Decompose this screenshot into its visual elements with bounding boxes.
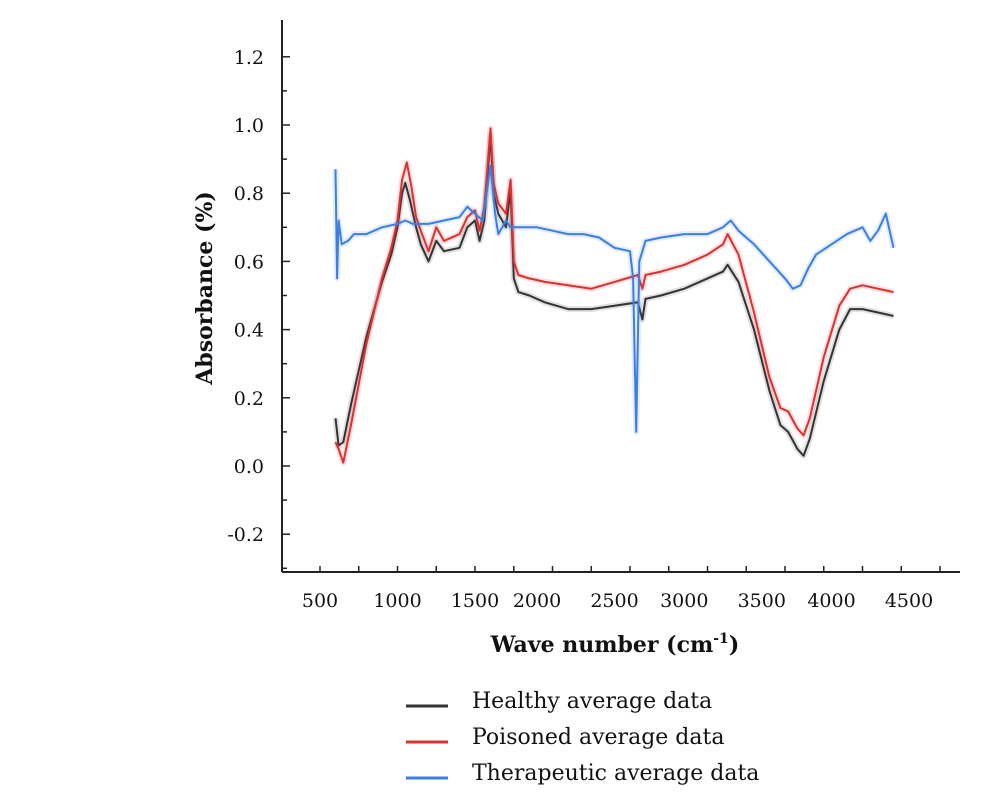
x-axis-title-superscript: -1	[713, 631, 729, 647]
x-tick-label: 4000	[807, 590, 855, 612]
x-tick-label: 2000	[513, 590, 561, 612]
x-axis-title-main: Wave number (cm	[490, 632, 713, 658]
legend-label: Healthy average data	[472, 689, 712, 714]
x-tick-label: 1000	[373, 590, 421, 612]
y-tick-label: -0.2	[227, 524, 264, 546]
y-tick-label: 0.0	[234, 456, 264, 478]
x-axis-title: Wave number (cm-1)	[490, 631, 739, 658]
y-tick-label: 0.4	[234, 320, 264, 342]
y-tick-label: 1.0	[234, 115, 264, 137]
series-error-band	[332, 162, 897, 435]
x-tick-label: 4500	[885, 590, 933, 612]
y-axis-title: Absorbance (%)	[192, 191, 218, 386]
x-tick-label: 2500	[590, 590, 638, 612]
y-tick-label: 1.2	[234, 47, 264, 69]
series-line-1	[334, 127, 894, 464]
series-lines	[332, 125, 897, 466]
x-axis-ticks: 500 1000 1500 2000 2500 3000 3500 4000 4500	[302, 566, 941, 612]
x-tick-label: 3500	[738, 590, 786, 612]
series-line-2	[334, 164, 895, 433]
y-axis-ticks: -0.2 0.0 0.2 0.4 0.6 0.8 1.0 1.2	[227, 47, 290, 570]
legend: Healthy average data Poisoned average dat…	[406, 689, 759, 786]
x-tick-label: 3000	[660, 590, 708, 612]
y-tick-label: 0.8	[234, 183, 264, 205]
x-tick-label: 500	[302, 590, 338, 612]
y-tick-label: 0.2	[234, 388, 264, 410]
y-tick-label: 0.6	[234, 251, 264, 273]
legend-label: Therapeutic average data	[472, 761, 759, 786]
legend-label: Poisoned average data	[472, 725, 724, 750]
series-error-band	[332, 125, 895, 466]
series-line-0	[334, 134, 894, 457]
x-tick-label: 1500	[451, 590, 499, 612]
chart-axes	[281, 20, 960, 573]
x-axis-title-close: )	[729, 632, 739, 658]
